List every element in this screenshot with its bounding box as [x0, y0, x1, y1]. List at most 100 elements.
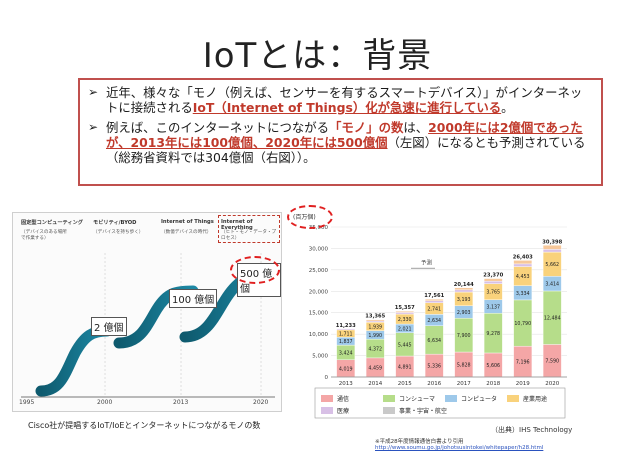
bar-total-label: 26,403 [513, 254, 533, 260]
year-label: 2013 [173, 399, 189, 406]
bar-data-label: 5,662 [545, 262, 559, 268]
summary-callout: ➢ 近年、様々な「モノ（例えば、センサーを有するスマートデバイス）」がインターネ… [78, 78, 603, 186]
bar-segment [365, 319, 385, 322]
bar-total-label: 15,357 [395, 305, 415, 311]
bar-total-label: 30,398 [542, 239, 562, 245]
bar-segment [454, 289, 474, 293]
x-tick-label: 2018 [486, 381, 500, 387]
bar-data-label: 1,990 [368, 333, 382, 339]
bar-data-label: 5,606 [486, 363, 500, 369]
y-tick-label: 0 [325, 375, 329, 381]
chart-note: ※平成28年度情報通信白書より引用 [375, 439, 464, 445]
bar-data-label: 10,790 [514, 321, 531, 327]
cisco-ioe-figure: 固定型コンピューティング （デバイスのある場所で作業する） モビリティ/BYOD… [12, 212, 282, 412]
bar-data-label: 4,372 [368, 347, 382, 353]
x-tick-label: 2020 [545, 381, 559, 387]
bar-segment [424, 300, 444, 303]
legend-label: 産業用途 [523, 395, 547, 403]
legend-label: 通信 [337, 395, 349, 403]
phase-sub: （数億デバイスの時代） [161, 230, 212, 235]
bar-data-label: 3,765 [486, 290, 500, 296]
y-tick-label: 10,000 [309, 332, 329, 338]
bar-data-label: 4,019 [339, 366, 353, 372]
bullet-text: 近年、様々な「モノ（例えば、センサーを有するスマートデバイス）」がインターネット… [106, 85, 583, 115]
bar-segment [483, 278, 503, 282]
bar-segment [513, 263, 533, 267]
legend-swatch [383, 395, 395, 402]
x-tick-label: 2013 [339, 381, 353, 387]
bar-data-label: 1,711 [339, 332, 353, 338]
ioe-phase-box [218, 215, 280, 243]
chart-source-link[interactable]: http://www.soumu.go.jp/johotsusintokei/w… [375, 445, 544, 451]
legend-swatch [321, 407, 333, 414]
bullet-arrow-icon: ➢ [88, 85, 99, 99]
bar-data-label: 5,445 [398, 342, 412, 348]
bullet-2: ➢ 例えば、このインターネットにつながる「モノ」の数は、2000年には2億個であ… [88, 120, 593, 165]
forecast-label: 予測 [421, 259, 433, 267]
bar-total-label: 17,561 [424, 293, 444, 299]
bar-data-label: 3,424 [339, 350, 353, 356]
y-tick-label: 5,000 [312, 354, 328, 360]
highlight-circle-unit [287, 205, 333, 229]
y-tick-label: 25,000 [309, 268, 329, 274]
legend-swatch [445, 395, 457, 402]
stage-label-100-oku: 100 億個 [169, 289, 218, 308]
highlight-iot-growth: IoT（Internet of Things）化が急速に進行している [192, 100, 502, 115]
growth-wave-1 [35, 325, 113, 397]
legend-label: コンピュータ [461, 395, 497, 403]
bullet-text: 例えば、このインターネットにつながる「モノ」の数は、2000年には2億個であった… [106, 120, 586, 165]
legend-label: コンシューマ [399, 396, 435, 403]
bar-data-label: 7,590 [545, 359, 559, 365]
bar-total-label: 23,370 [483, 273, 503, 279]
year-label: 2020 [253, 399, 269, 406]
y-tick-label: 15,000 [309, 311, 329, 317]
bar-data-label: 7,196 [516, 360, 530, 366]
bar-data-label: 3,193 [457, 297, 471, 303]
bar-data-label: 3,334 [516, 291, 530, 297]
bar-data-label: 5,828 [457, 363, 471, 369]
bar-data-label: 2,021 [398, 326, 412, 332]
legend-box [314, 387, 566, 419]
legend-swatch [507, 395, 519, 402]
growth-curve-graphic [21, 253, 275, 398]
x-tick-label: 2016 [427, 381, 441, 387]
year-label: 1995 [19, 399, 35, 406]
bar-data-label: 2,330 [398, 317, 412, 323]
bar-data-label: 5,336 [427, 364, 441, 370]
phase-head: モビリティ/BYOD [93, 220, 137, 226]
phase-head: Internet of Things [161, 219, 214, 225]
phase-sub: （デバイスのある場所で作業する） [21, 230, 67, 241]
bar-total-label: 13,365 [365, 314, 385, 320]
phase-sub: （ヒト・モノ・データ・プロセス） [221, 230, 277, 241]
chart-source: （出典）IHS Technology [491, 426, 573, 434]
stacked-bar-chart: (百万個)05,00010,00015,00020,00025,00030,00… [293, 213, 567, 419]
highlight-circle-500 [230, 256, 280, 284]
bar-segment [336, 328, 356, 331]
bar-data-label: 1,837 [339, 339, 353, 345]
bar-data-label: 2,741 [427, 307, 441, 313]
bar-data-label: 3,414 [545, 282, 559, 288]
bar-data-label: 9,278 [486, 331, 500, 337]
bar-segment [542, 249, 562, 253]
bar-segment [454, 287, 474, 291]
bar-data-label: 12,484 [544, 316, 561, 322]
legend-label: 事業・宇宙・航空 [399, 407, 447, 415]
highlight-device-numbers: 2000年には2億個であったが、2013年には100億個、2020年には500億… [106, 120, 583, 150]
bar-segment [483, 280, 503, 284]
bar-segment [395, 312, 415, 315]
bar-data-label: 1,939 [368, 324, 382, 330]
phase-head: 固定型コンピューティング [21, 220, 83, 226]
legend-label: 医療 [337, 407, 349, 415]
bar-segment [542, 245, 562, 250]
year-label: 2000 [97, 399, 113, 406]
bar-segment [395, 310, 415, 313]
x-tick-label: 2017 [457, 381, 471, 387]
stage-label-2-oku: 2 億個 [91, 317, 127, 336]
y-tick-label: 20,000 [309, 289, 329, 295]
x-tick-label: 2015 [398, 381, 412, 387]
bar-total-label: 11,233 [336, 323, 356, 329]
legend-swatch [383, 407, 395, 414]
bar-data-label: 7,900 [457, 333, 471, 339]
y-tick-label: 30,000 [309, 246, 329, 252]
bar-data-label: 3,137 [486, 304, 500, 310]
